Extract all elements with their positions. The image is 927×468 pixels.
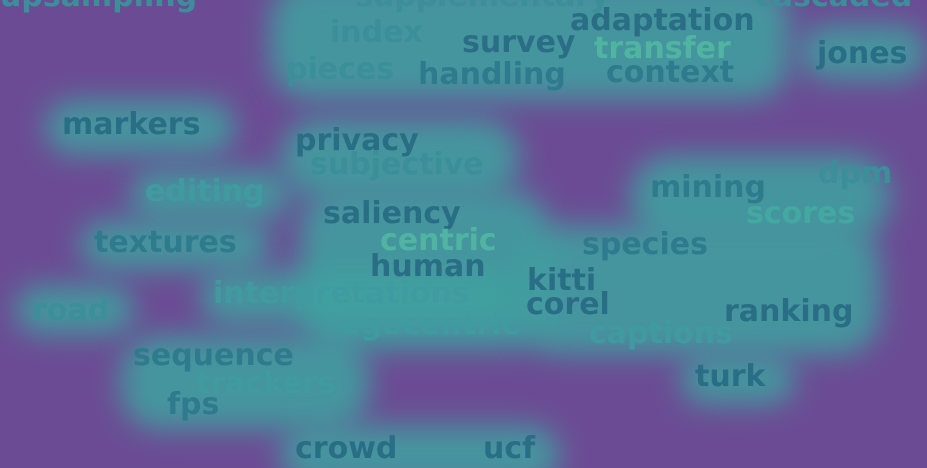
word-human: human xyxy=(370,249,486,284)
word-survey: survey xyxy=(462,25,576,60)
word-crowd: crowd xyxy=(295,431,398,466)
word-kitti: kitti xyxy=(527,263,597,298)
word-saliency: saliency xyxy=(323,196,461,231)
word-upsampling: upsampling xyxy=(0,0,197,12)
word-corel: corel xyxy=(526,287,610,322)
word-dpm: dpm xyxy=(818,156,893,191)
glow-blob xyxy=(800,25,927,80)
word-pieces: pieces xyxy=(286,52,395,87)
word-interpretations: interpretations xyxy=(213,276,470,311)
word-trackers: trackers xyxy=(196,366,336,401)
glow-blob xyxy=(270,0,790,100)
word-species: species xyxy=(582,227,708,262)
word-jones: jones xyxy=(817,36,908,71)
word-turk: turk xyxy=(695,359,766,394)
word-handling: handling xyxy=(418,57,566,92)
word-textures: textures xyxy=(94,225,237,260)
word-markers: markers xyxy=(62,107,201,142)
word-fps: fps xyxy=(167,387,220,422)
word-context: context xyxy=(606,55,735,90)
glow-blob xyxy=(200,270,520,325)
word-captions: captions xyxy=(589,316,733,351)
word-egocentric: egocentric xyxy=(340,307,520,342)
glow-blob xyxy=(680,355,795,405)
word-index: index xyxy=(330,15,423,50)
glow-blob xyxy=(15,285,135,335)
word-transfer: transfer xyxy=(594,31,731,66)
word-centric: centric xyxy=(380,223,497,258)
glow-blob xyxy=(80,220,270,270)
glow-blob xyxy=(280,425,560,468)
glow-blob xyxy=(45,100,235,155)
word-ranking: ranking xyxy=(724,294,854,329)
word-scores: scores xyxy=(746,196,856,231)
word-cascaded: cascaded xyxy=(755,0,912,12)
glow-blob xyxy=(520,225,880,355)
word-mining: mining xyxy=(650,170,767,205)
word-editing: editing xyxy=(145,174,265,209)
word-road: road xyxy=(32,293,110,328)
word-subjective: subjective xyxy=(310,147,484,182)
word-supplementary: supplementary xyxy=(355,0,610,12)
glow-blob xyxy=(120,335,370,430)
glow-blob xyxy=(280,118,520,198)
word-adaptation: adaptation xyxy=(570,3,755,38)
word-privacy: privacy xyxy=(295,123,419,158)
word-ucf: ucf xyxy=(483,431,536,466)
word-sequence: sequence xyxy=(133,338,294,373)
glow-blob xyxy=(130,170,290,220)
